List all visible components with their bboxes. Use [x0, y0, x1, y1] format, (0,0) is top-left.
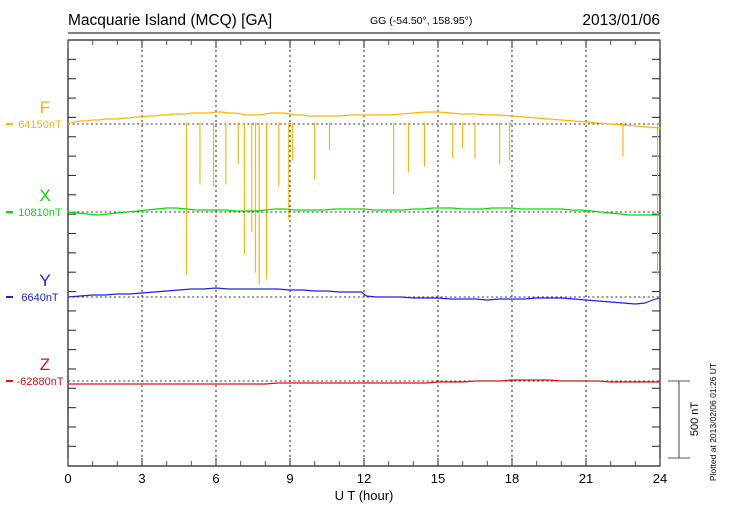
x-axis-tick-label: 24: [653, 471, 667, 486]
component-label-y: Y: [39, 271, 50, 290]
chart-plot-area: 0 3 6 9 12 15 18 21 24 F 64150nT X 10810nT Y 6640nT Z -6…: [6, 39, 667, 486]
component-label-z: Z: [40, 355, 50, 374]
observation-date: 2013/01/06: [582, 12, 660, 29]
x-axis-tick-label: 18: [505, 471, 519, 486]
scale-bar: 500 nT: [668, 380, 701, 459]
component-value-f: 64150nT: [18, 119, 62, 131]
component-value-x: 10810nT: [18, 207, 62, 219]
x-axis-tick-label: 6: [212, 471, 219, 486]
x-axis-tick-label: 15: [431, 471, 445, 486]
component-value-y: 6640nT: [21, 292, 59, 304]
x-axis-tick-label: 21: [579, 471, 593, 486]
component-label-x: X: [39, 186, 50, 205]
x-axis-tick-label: 0: [64, 471, 71, 486]
component-label-f: F: [40, 98, 50, 117]
x-axis-tick-label: 12: [357, 471, 371, 486]
x-axis-tick-label: 3: [138, 471, 145, 486]
x-axis-title: U T (hour): [335, 488, 394, 503]
component-value-z: -62880nT: [16, 376, 63, 388]
x-axis-tick-label: 9: [286, 471, 293, 486]
scale-bar-label: 500 nT: [689, 402, 701, 437]
trace-z: [67, 379, 661, 385]
page-title: Macquarie Island (MCQ) [GA]: [68, 12, 272, 29]
geographic-coordinates: GG (-54.50°, 158.95°): [370, 15, 472, 27]
trace-y: [67, 287, 661, 305]
trace-x: [67, 207, 661, 216]
plotted-at-stamp: Plotted at 2013/02/06 01:26 UT: [708, 363, 718, 481]
trace-f: [67, 111, 661, 129]
plot-frame: [67, 39, 661, 467]
